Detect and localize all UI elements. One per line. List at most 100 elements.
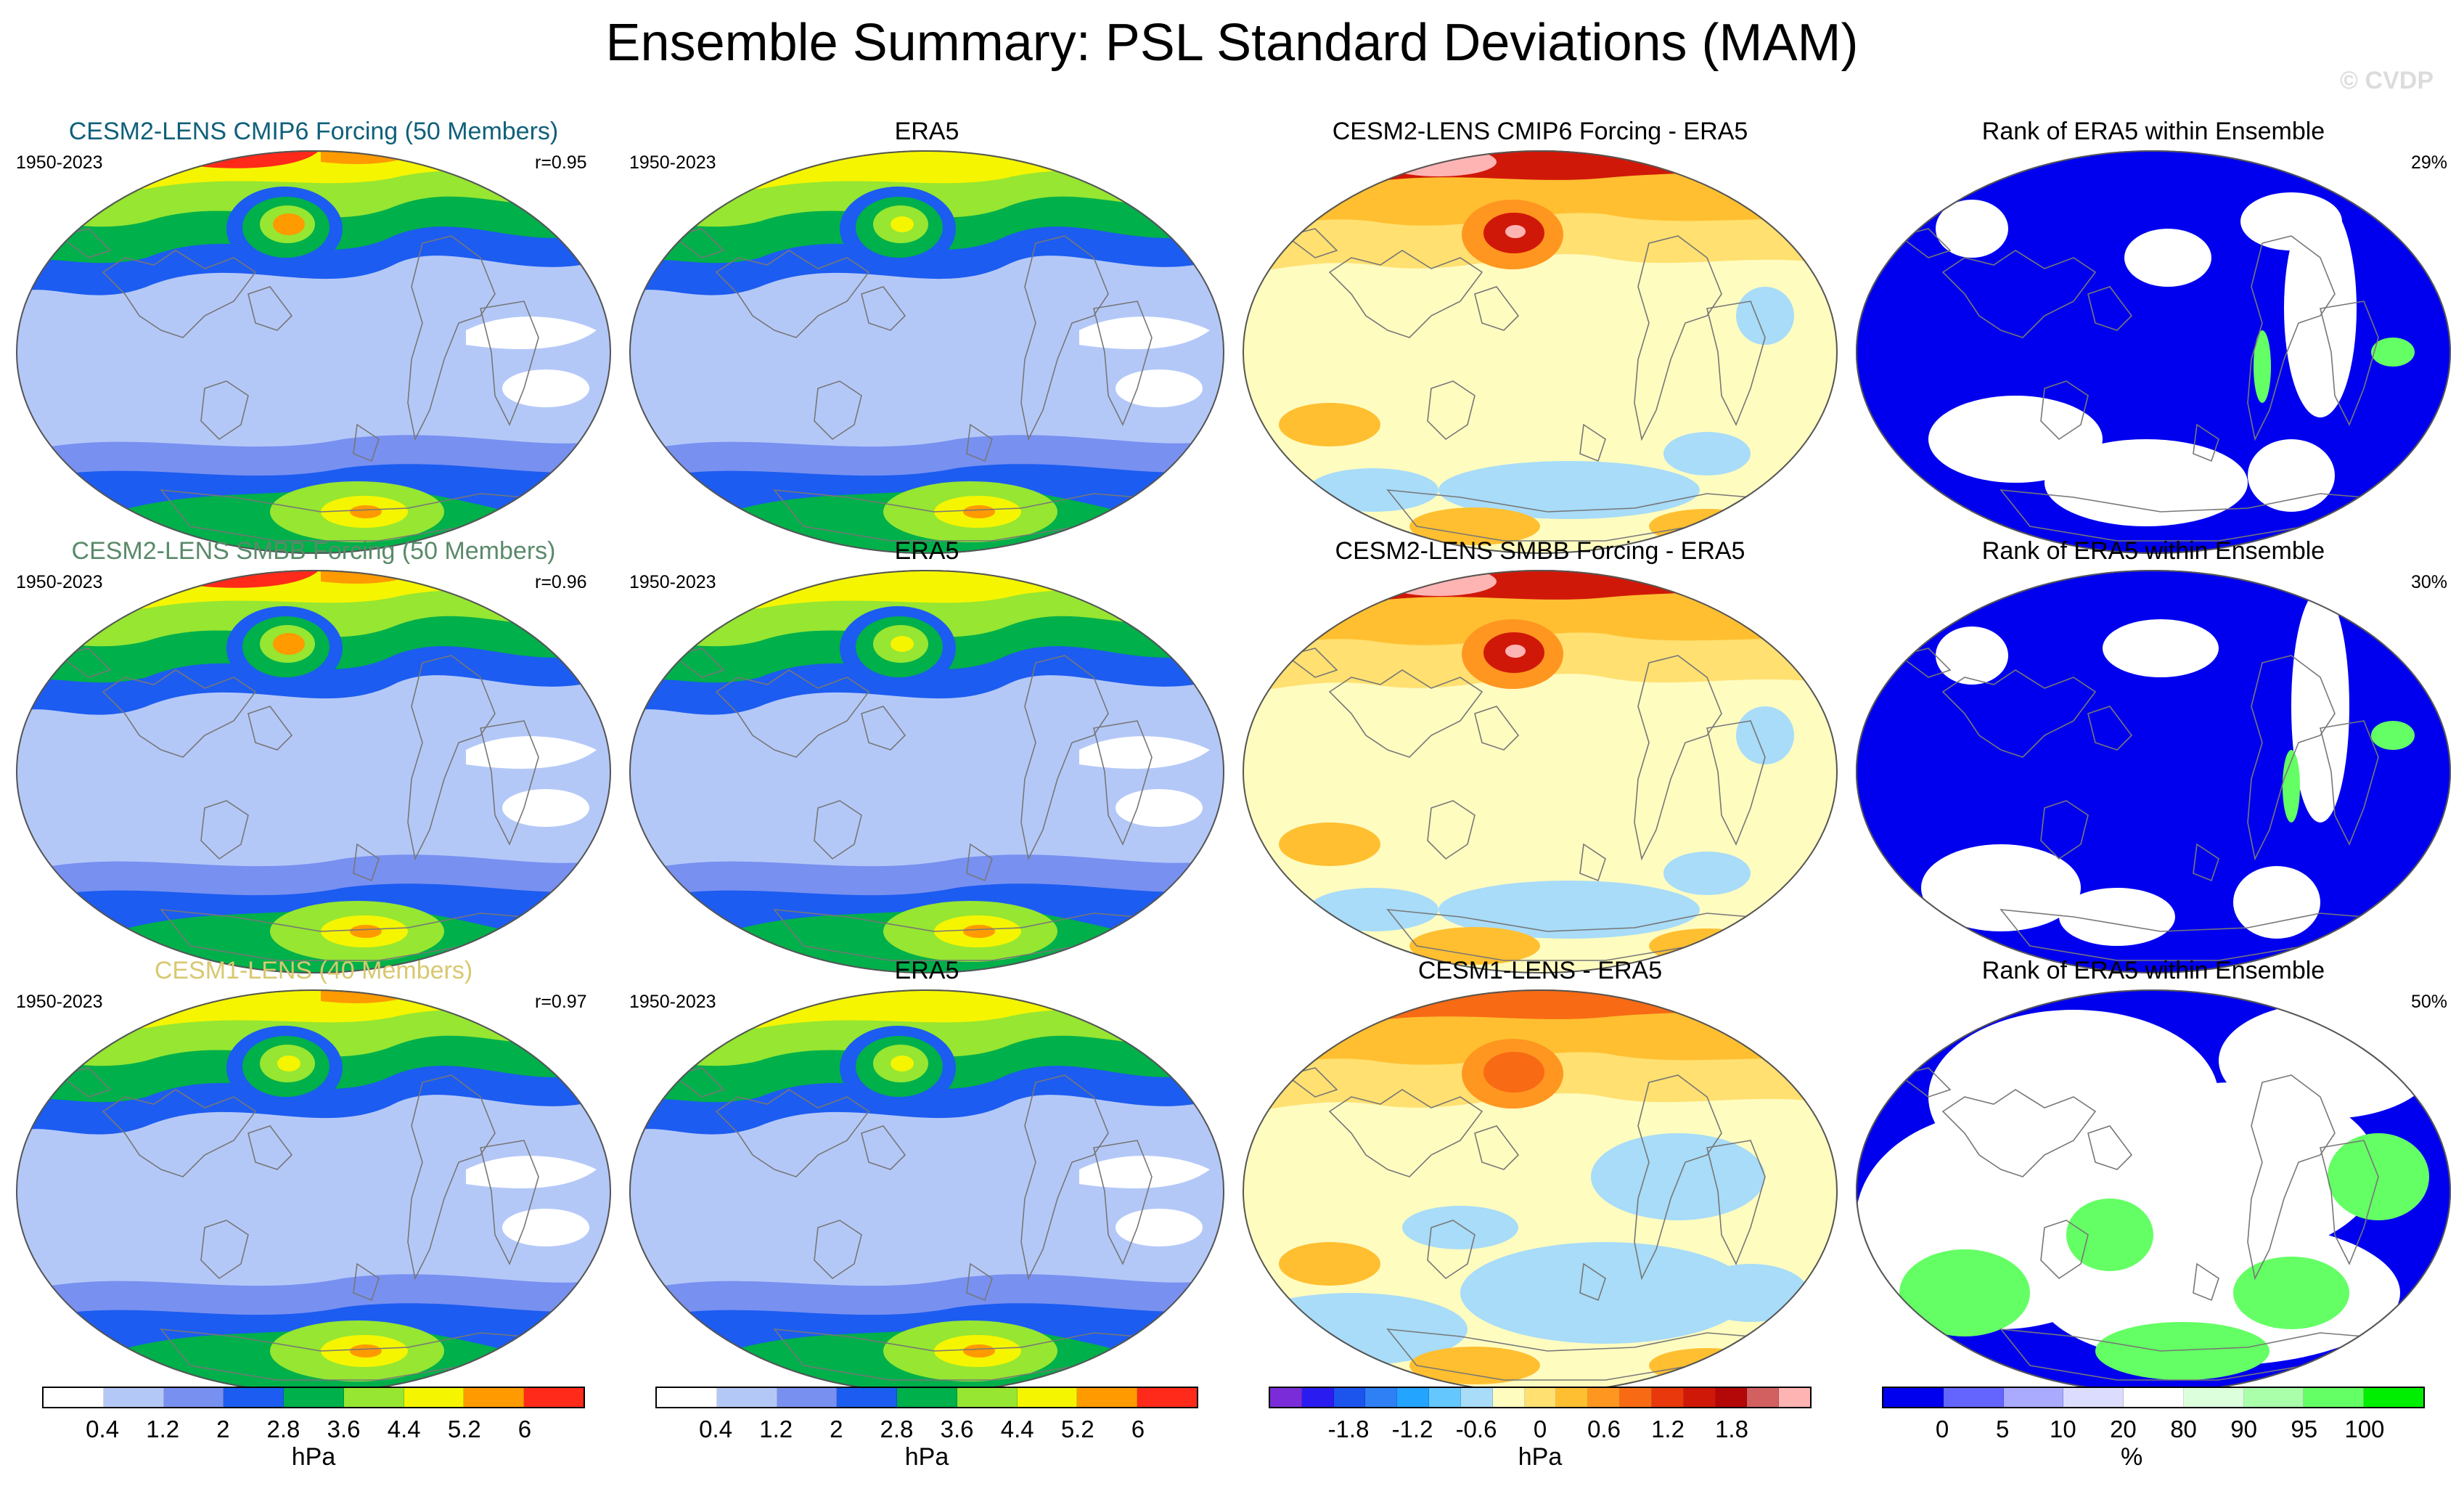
colorbar-swatch bbox=[2003, 1388, 2064, 1407]
colorbar-tick-label: 95 bbox=[2291, 1416, 2318, 1442]
rank-percent: 50% bbox=[2411, 992, 2448, 1012]
coastlines bbox=[671, 1067, 1153, 1381]
years-label: 1950-2023 bbox=[16, 992, 103, 1012]
colorbar-swatch bbox=[1556, 1388, 1589, 1407]
colorbar-swatch bbox=[1492, 1388, 1525, 1407]
colorbar-swatch bbox=[404, 1388, 464, 1407]
colorbar-swatch bbox=[343, 1388, 404, 1407]
map-obs-panel bbox=[629, 149, 1224, 555]
panel-title-model: CESM2-LENS CMIP6 Forcing (50 Members) bbox=[68, 118, 559, 145]
panel-title-diff: CESM2-LENS CMIP6 Forcing - ERA5 bbox=[1332, 118, 1748, 145]
colorbar-unit: hPa bbox=[291, 1443, 336, 1471]
colorbar-swatch bbox=[1460, 1388, 1493, 1407]
colorbar-swatch bbox=[1747, 1388, 1780, 1407]
colorbar-swatch bbox=[1397, 1388, 1430, 1407]
colorbar-swatch bbox=[897, 1388, 957, 1407]
years-label: 1950-2023 bbox=[629, 992, 716, 1012]
colorbar-tick-label: 6 bbox=[517, 1416, 532, 1442]
map-diff bbox=[1243, 989, 1838, 1393]
colorbar-swatch bbox=[44, 1388, 104, 1407]
colorbar-swatch bbox=[1715, 1388, 1748, 1407]
colorbar-swatch bbox=[524, 1388, 584, 1407]
colorbar-2 bbox=[1269, 1387, 1812, 1408]
panel-title-diff: CESM1-LENS - ERA5 bbox=[1417, 957, 1663, 984]
map-diff bbox=[1243, 150, 1838, 554]
colorbar-tick-label: 1.2 bbox=[146, 1416, 180, 1442]
colorbar-swatch bbox=[464, 1388, 525, 1407]
colorbar-swatch bbox=[1588, 1388, 1621, 1407]
map-outline bbox=[1856, 570, 2451, 973]
map-rank bbox=[1856, 570, 2451, 973]
map-model-panel bbox=[16, 568, 611, 975]
map-obs bbox=[629, 570, 1224, 973]
panel-title-obs: ERA5 bbox=[894, 957, 959, 984]
colorbar-tick-label: 4.4 bbox=[387, 1416, 421, 1442]
map-model-panel bbox=[16, 988, 611, 1395]
coastlines bbox=[671, 648, 1153, 961]
coastlines bbox=[1898, 648, 2379, 961]
colorbar-swatch bbox=[1429, 1388, 1461, 1407]
panel-title-rank: Rank of ERA5 within Ensemble bbox=[1981, 957, 2325, 984]
colorbar-swatch bbox=[2364, 1388, 2424, 1407]
colorbar-swatch bbox=[716, 1388, 777, 1407]
colorbar-tick-label: 2.8 bbox=[266, 1416, 300, 1442]
copyright-watermark: © CVDP bbox=[2340, 67, 2434, 94]
map-diff-panel bbox=[1243, 568, 1838, 975]
colorbar-tick-label: -0.6 bbox=[1455, 1416, 1497, 1442]
colorbar-tick-label: 2 bbox=[830, 1416, 843, 1442]
colorbar-swatch bbox=[2183, 1388, 2244, 1407]
colorbar-swatch bbox=[1017, 1388, 1078, 1407]
map-model bbox=[16, 150, 611, 554]
pattern-correlation: r=0.95 bbox=[535, 152, 587, 173]
map-obs-panel bbox=[629, 988, 1224, 1395]
colorbar-swatch bbox=[1137, 1388, 1198, 1407]
colorbar-tick-label: -1.8 bbox=[1327, 1416, 1370, 1442]
colorbar-tick-label: 0 bbox=[1533, 1416, 1547, 1442]
colorbar-tick-label: 3.6 bbox=[940, 1416, 974, 1442]
colorbar-tick-label: 4.4 bbox=[1000, 1416, 1034, 1442]
colorbar-swatch bbox=[1365, 1388, 1398, 1407]
map-model bbox=[16, 989, 611, 1393]
coastlines bbox=[58, 648, 539, 961]
map-outline bbox=[629, 570, 1224, 973]
colorbar-swatch bbox=[284, 1388, 344, 1407]
map-outline bbox=[1856, 150, 2451, 554]
colorbar-swatch bbox=[163, 1388, 224, 1407]
panel-title-obs: ERA5 bbox=[894, 537, 959, 565]
panel-title-model: CESM2-LENS SMBB Forcing (50 Members) bbox=[71, 537, 556, 565]
panel-title-model: CESM1-LENS (40 Members) bbox=[154, 957, 473, 984]
map-rank-panel bbox=[1856, 149, 2451, 555]
map-rank-panel bbox=[1856, 568, 2451, 975]
panel-title-rank: Rank of ERA5 within Ensemble bbox=[1981, 118, 2325, 145]
colorbar-swatch bbox=[2124, 1388, 2184, 1407]
page-title: Ensemble Summary: PSL Standard Deviation… bbox=[605, 14, 1859, 72]
panel-title-diff: CESM2-LENS SMBB Forcing - ERA5 bbox=[1335, 537, 1745, 565]
pattern-correlation: r=0.97 bbox=[535, 992, 587, 1012]
colorbar-0 bbox=[42, 1387, 585, 1408]
colorbar-tick-label: 2.8 bbox=[880, 1416, 914, 1442]
colorbar-tick-label: 100 bbox=[2344, 1416, 2385, 1442]
map-obs bbox=[629, 989, 1224, 1393]
colorbar-swatch bbox=[1683, 1388, 1716, 1407]
colorbar-unit: % bbox=[2120, 1443, 2143, 1471]
colorbar-swatch bbox=[957, 1388, 1018, 1407]
colorbar-swatch bbox=[2304, 1388, 2365, 1407]
map-rank-panel bbox=[1856, 988, 2451, 1395]
rank-percent: 29% bbox=[2411, 152, 2448, 173]
colorbar-tick-label: 2 bbox=[216, 1416, 230, 1442]
map-model-panel bbox=[16, 149, 611, 555]
colorbar-swatch bbox=[1883, 1388, 1944, 1407]
years-label: 1950-2023 bbox=[629, 152, 716, 173]
colorbar-tick-label: 80 bbox=[2170, 1416, 2197, 1442]
map-outline bbox=[1243, 150, 1838, 554]
colorbar-tick-label: 0.6 bbox=[1587, 1416, 1621, 1442]
colorbar-tick-label: -1.2 bbox=[1391, 1416, 1433, 1442]
colorbar-tick-label: 6 bbox=[1131, 1416, 1145, 1442]
colorbar-tick-label: 1.2 bbox=[1651, 1416, 1685, 1442]
colorbar-swatch bbox=[1943, 1388, 2004, 1407]
colorbar-unit: hPa bbox=[1518, 1443, 1563, 1471]
colorbar-swatch bbox=[1651, 1388, 1684, 1407]
colorbar-tick-label: 5.2 bbox=[447, 1416, 481, 1442]
colorbar-tick-label: 0 bbox=[1935, 1416, 1949, 1442]
colorbar-swatch bbox=[1270, 1388, 1302, 1407]
